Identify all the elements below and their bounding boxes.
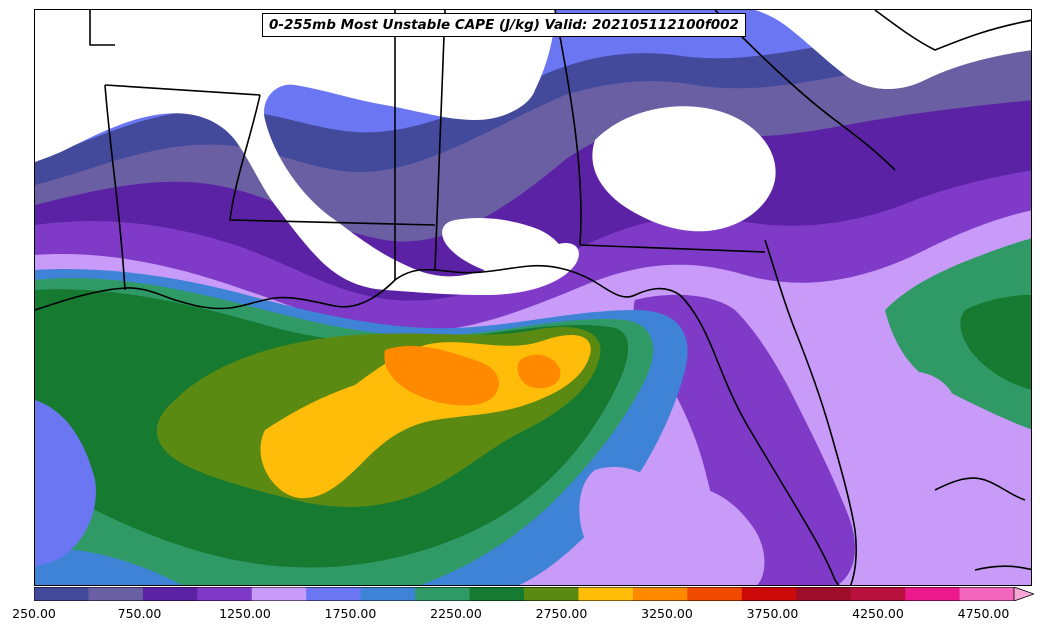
atlantic-band-dkgreen	[960, 295, 1031, 390]
colorbar-tick-8: 4250.00	[852, 606, 904, 621]
bahamas-outline	[934, 477, 1026, 501]
border-tx-la	[104, 84, 126, 291]
border-nc-sc	[874, 10, 1031, 51]
colorbar-tick-9: 4750.00	[957, 606, 1010, 621]
colorbar-tick-6: 3250.00	[641, 606, 693, 621]
cape-map	[35, 10, 1031, 585]
land-mask-carolina	[755, 10, 1031, 90]
border-ar-la	[104, 84, 261, 96]
colorbar-segment	[306, 587, 362, 601]
cape-band-3000	[384, 345, 499, 406]
atlantic-lavender	[868, 371, 954, 436]
border-ms-al	[434, 10, 446, 271]
colorbar-segment	[251, 587, 307, 601]
atlantic-lavender-south	[915, 530, 1031, 585]
border-ga-sc	[714, 10, 896, 171]
colorbar-tick-2: 1250.00	[219, 606, 271, 621]
colorbar-segment	[197, 587, 253, 601]
cape-band-2750	[260, 335, 591, 499]
colorbar-segment	[959, 587, 1015, 601]
gulf-coastline	[35, 264, 840, 585]
atlantic-band-green	[885, 238, 1031, 430]
border-ga-fl	[579, 244, 766, 253]
south-gulf-lavender	[579, 466, 686, 575]
colorbar-segment	[687, 587, 743, 601]
border-la-north	[229, 94, 436, 226]
cape-band-3000-east	[517, 354, 561, 389]
colorbar	[34, 587, 1034, 601]
colorbar-segment	[578, 587, 634, 601]
colorbar-segment	[796, 587, 852, 601]
colorbar-extend-arrow	[1013, 587, 1034, 601]
border-ms-tn	[89, 10, 115, 46]
land-mask-georgia	[592, 106, 776, 232]
colorbar-tick-4: 2250.00	[430, 606, 482, 621]
colorbar-segment	[415, 587, 471, 601]
colorbar-segment	[632, 587, 688, 601]
colorbar-segment	[88, 587, 144, 601]
south-gulf-blue	[35, 400, 96, 566]
colorbar-tick-3: 1750.00	[324, 606, 377, 621]
cuba-hint	[974, 565, 1031, 571]
colorbar-segment	[741, 587, 797, 601]
border-al-ga	[554, 10, 582, 246]
map-panel	[34, 9, 1032, 586]
map-title: 0-255mb Most Unstable CAPE (J/kg) Valid:…	[269, 17, 739, 33]
colorbar-tick-5: 2750.00	[535, 606, 588, 621]
colorbar-tick-0: 250.00	[12, 606, 56, 621]
colorbar-segment	[360, 587, 416, 601]
colorbar-segment	[34, 587, 90, 601]
florida-east-coast	[764, 239, 857, 585]
colorbar-tick-7: 3750.00	[746, 606, 799, 621]
colorbar-segment	[524, 587, 580, 601]
map-title-box: 0-255mb Most Unstable CAPE (J/kg) Valid:…	[262, 13, 746, 37]
colorbar-segment	[142, 587, 198, 601]
colorbar-segment	[469, 587, 525, 601]
boundaries	[35, 10, 1031, 585]
colorbar-segment	[850, 587, 906, 601]
land-mask-panhandle	[442, 218, 564, 277]
colorbar-tick-1: 750.00	[117, 606, 162, 621]
colorbar-segment	[905, 587, 961, 601]
